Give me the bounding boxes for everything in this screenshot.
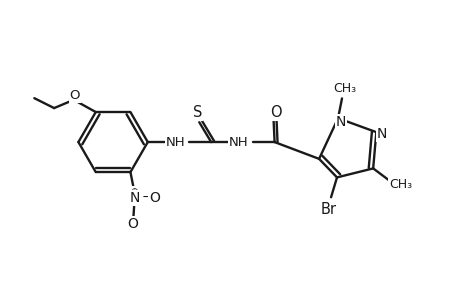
Text: O: O xyxy=(127,217,138,231)
Text: ⊕: ⊕ xyxy=(130,187,138,196)
Text: Br: Br xyxy=(320,202,336,217)
Text: N: N xyxy=(376,127,386,141)
Text: CH₃: CH₃ xyxy=(388,178,412,191)
Text: O: O xyxy=(269,105,281,120)
Text: N: N xyxy=(335,115,346,129)
Text: O: O xyxy=(148,191,159,205)
Text: N: N xyxy=(129,191,139,205)
Text: O: O xyxy=(70,89,80,102)
Text: NH: NH xyxy=(165,136,185,148)
Text: CH₃: CH₃ xyxy=(333,82,356,95)
Text: −: − xyxy=(141,191,152,204)
Text: NH: NH xyxy=(229,136,248,148)
Text: S: S xyxy=(192,105,202,120)
